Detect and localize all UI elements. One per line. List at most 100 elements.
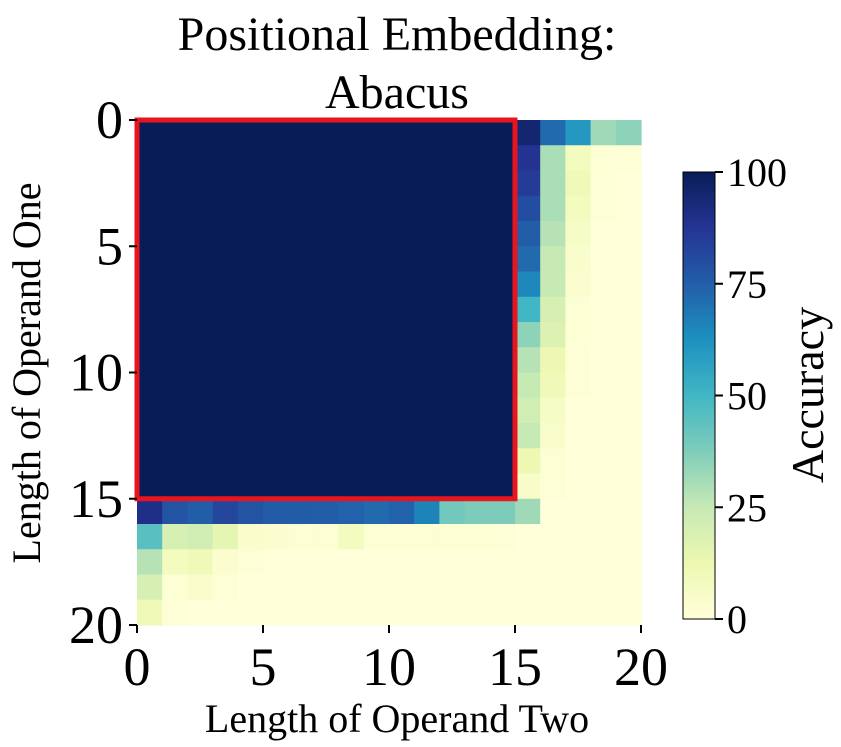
heatmap-cell (464, 574, 491, 601)
heatmap-cell (590, 246, 617, 273)
heatmap-cell (237, 372, 264, 399)
heatmap-cell (187, 120, 214, 146)
heatmap-cell (137, 347, 163, 374)
heatmap-cell (237, 549, 264, 576)
heatmap-cell (590, 372, 617, 399)
heatmap-cell (464, 271, 491, 298)
heatmap-cell (288, 170, 314, 197)
heatmap-cell (212, 145, 239, 172)
heatmap-cell (565, 120, 592, 146)
heatmap-cell (363, 574, 390, 601)
x-tick-label: 20 (614, 637, 668, 697)
heatmap-cell (565, 599, 592, 626)
heatmap-cell (288, 145, 314, 172)
heatmap-cell (187, 498, 214, 525)
heatmap-cell (137, 498, 163, 525)
heatmap-cell (464, 322, 491, 348)
heatmap-cell (162, 372, 188, 399)
heatmap-cell (515, 246, 541, 273)
y-tick-label: 10 (69, 343, 123, 403)
x-tick-label: 15 (488, 637, 542, 697)
heatmap-cell (162, 473, 188, 500)
heatmap-cell (565, 170, 592, 197)
heatmap-cell (615, 120, 642, 146)
heatmap-cell (515, 170, 541, 197)
heatmap-cell (515, 372, 541, 399)
heatmap-cell (540, 372, 566, 399)
heatmap-cell (313, 372, 340, 399)
heatmap-cell (212, 120, 239, 146)
heatmap-cell (515, 473, 541, 500)
heatmap-cell (515, 195, 541, 222)
heatmap-cell (212, 347, 239, 374)
heatmap-cell (590, 120, 617, 146)
heatmap-cell (237, 170, 264, 197)
heatmap-cell (288, 524, 314, 550)
heatmap-cell (263, 473, 289, 500)
heatmap-cell (590, 599, 617, 626)
heatmap-cell (162, 195, 188, 222)
heatmap-cell (615, 423, 642, 449)
heatmap-cell (162, 448, 188, 475)
heatmap-cell (464, 423, 491, 449)
heatmap-cell (489, 524, 516, 550)
heatmap-cell (464, 170, 491, 197)
heatmap-cell (187, 599, 214, 626)
heatmap-cell (162, 246, 188, 273)
heatmap-cell (237, 574, 264, 601)
colorbar-tick-label: 75 (727, 262, 767, 307)
heatmap-cell (540, 195, 566, 222)
heatmap-cell (515, 448, 541, 475)
heatmap-cell (615, 170, 642, 197)
heatmap-cell (515, 322, 541, 348)
heatmap-cell (464, 524, 491, 550)
heatmap-cell (590, 195, 617, 222)
heatmap-cell (212, 170, 239, 197)
heatmap-cell (187, 296, 214, 323)
heatmap-cell (187, 448, 214, 475)
heatmap-cell (263, 145, 289, 172)
heatmap-cell (389, 170, 415, 197)
y-axis-label: Length of Operand One (4, 183, 49, 564)
heatmap-cell (137, 145, 163, 172)
heatmap-cell (590, 397, 617, 424)
heatmap-cell (540, 549, 566, 576)
heatmap-cell (414, 549, 440, 576)
heatmap-cell (565, 246, 592, 273)
heatmap-cell (338, 246, 365, 273)
heatmap-cell (590, 574, 617, 601)
heatmap-cell (263, 423, 289, 449)
colorbar: 0 25 50 75 100 (682, 150, 787, 642)
heatmap-cell (137, 195, 163, 222)
heatmap-cell (540, 599, 566, 626)
heatmap-cell (439, 574, 466, 601)
heatmap-cell (414, 170, 440, 197)
heatmap-cell (590, 221, 617, 247)
heatmap-cell (590, 170, 617, 197)
heatmap-cell (338, 599, 365, 626)
heatmap-cell (263, 549, 289, 576)
y-tick-label: 5 (96, 216, 123, 276)
heatmap-cell (137, 221, 163, 247)
heatmap-cell (288, 473, 314, 500)
heatmap-cell (363, 372, 390, 399)
heatmap-cells (137, 120, 642, 626)
heatmap-cell (590, 423, 617, 449)
heatmap-cell (338, 498, 365, 525)
heatmap-cell (439, 498, 466, 525)
heatmap-cell (338, 221, 365, 247)
heatmap-cell (615, 246, 642, 273)
heatmap-cell (590, 549, 617, 576)
heatmap-cell (263, 296, 289, 323)
heatmap-cell (439, 347, 466, 374)
heatmap-cell (414, 574, 440, 601)
heatmap-cell (162, 296, 188, 323)
heatmap-cell (313, 473, 340, 500)
heatmap-cell (464, 246, 491, 273)
heatmap-cell (313, 397, 340, 424)
heatmap-cell (515, 549, 541, 576)
heatmap-cell (363, 397, 390, 424)
heatmap-cell (313, 549, 340, 576)
heatmap-cell (338, 322, 365, 348)
